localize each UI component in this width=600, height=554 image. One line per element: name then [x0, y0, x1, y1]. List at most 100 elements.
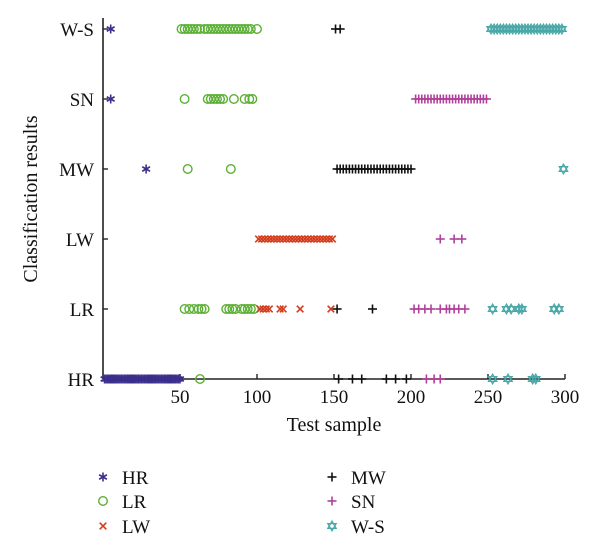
data-point — [254, 235, 263, 243]
legend-item: LW — [99, 517, 150, 538]
data-point — [335, 24, 345, 34]
legend-item: LR — [97, 492, 147, 513]
data-point — [347, 374, 357, 384]
data-point — [193, 304, 204, 315]
data-point — [449, 234, 459, 244]
legend-item: SN — [327, 492, 376, 513]
legend-item: HR — [98, 468, 149, 489]
data-point — [457, 234, 467, 244]
data-point — [239, 93, 250, 104]
data-point — [247, 93, 258, 104]
x-tick-label: 200 — [397, 387, 426, 408]
data-point — [276, 235, 284, 243]
data-point — [322, 235, 331, 243]
data-point — [106, 24, 115, 34]
data-points — [100, 22, 569, 386]
legend-marker — [327, 496, 337, 506]
data-point — [257, 235, 266, 243]
legend-label: MW — [351, 468, 386, 489]
data-point — [256, 305, 264, 313]
data-point — [195, 374, 206, 385]
data-point — [328, 235, 337, 243]
data-point — [303, 235, 312, 243]
x-tick-label: 100 — [243, 387, 272, 408]
data-point — [199, 304, 210, 315]
legend-label: LW — [122, 517, 150, 538]
data-point — [516, 302, 528, 316]
legend-label: SN — [351, 492, 376, 513]
y-tick-label: HR — [68, 370, 95, 391]
data-point — [297, 235, 306, 243]
series-sn — [409, 94, 491, 384]
legend-marker — [99, 522, 107, 530]
data-point — [179, 93, 190, 104]
data-point — [188, 304, 199, 315]
data-point — [291, 235, 300, 243]
x-tick-label: 250 — [474, 387, 503, 408]
data-point — [224, 304, 235, 315]
series-mw — [331, 24, 416, 384]
series-lw — [254, 235, 337, 313]
data-point — [195, 24, 206, 35]
ticks: 50 100 150 200 250 300 HR LR LW MW SN W-S — [59, 20, 579, 408]
data-point — [276, 305, 284, 313]
series-lr — [176, 24, 262, 385]
data-point — [282, 235, 291, 243]
data-point — [502, 372, 514, 386]
data-point — [225, 163, 236, 174]
data-point — [553, 302, 565, 316]
data-point — [316, 235, 325, 243]
data-point — [242, 304, 253, 315]
data-point — [273, 235, 281, 243]
data-point — [501, 302, 512, 316]
data-point — [244, 93, 255, 104]
legend-label: HR — [122, 468, 149, 489]
data-point — [391, 374, 401, 384]
data-point — [300, 235, 309, 243]
data-point — [262, 305, 271, 313]
data-point — [251, 24, 262, 35]
data-point — [175, 374, 185, 384]
data-point — [406, 164, 416, 174]
data-point — [307, 235, 315, 243]
legend-marker — [98, 472, 108, 482]
data-point — [141, 164, 151, 174]
data-point — [332, 304, 342, 314]
data-point — [182, 163, 193, 174]
axes — [102, 18, 565, 380]
x-axis-title: Test sample — [287, 414, 382, 436]
legend-marker — [327, 472, 337, 482]
data-point — [334, 374, 344, 384]
data-point — [548, 302, 560, 316]
y-axis-title: Classification results — [20, 115, 42, 282]
data-point — [558, 162, 569, 176]
data-point — [296, 305, 304, 313]
data-point — [421, 374, 431, 384]
data-point — [266, 235, 275, 243]
data-point — [279, 235, 288, 243]
data-point — [263, 235, 272, 243]
y-tick-label: SN — [70, 90, 95, 111]
series-hr — [100, 24, 185, 384]
data-point — [294, 235, 303, 243]
data-point — [106, 94, 115, 104]
data-point — [327, 305, 335, 313]
data-point — [368, 304, 377, 314]
data-point — [191, 24, 202, 35]
data-point — [265, 305, 274, 313]
y-tick-label: W-S — [60, 20, 94, 41]
data-point — [248, 304, 259, 315]
data-point — [215, 93, 226, 104]
data-point — [487, 372, 498, 386]
data-point — [218, 93, 229, 104]
y-tick-label: LR — [70, 300, 95, 321]
data-point — [487, 302, 498, 316]
data-point — [505, 302, 517, 316]
data-point — [228, 93, 239, 104]
series-w-s — [485, 22, 569, 386]
legend: HR LR LW MW SN W-S — [97, 468, 386, 538]
data-point — [435, 374, 445, 384]
data-point — [319, 235, 328, 243]
x-tick-label: 150 — [320, 387, 349, 408]
